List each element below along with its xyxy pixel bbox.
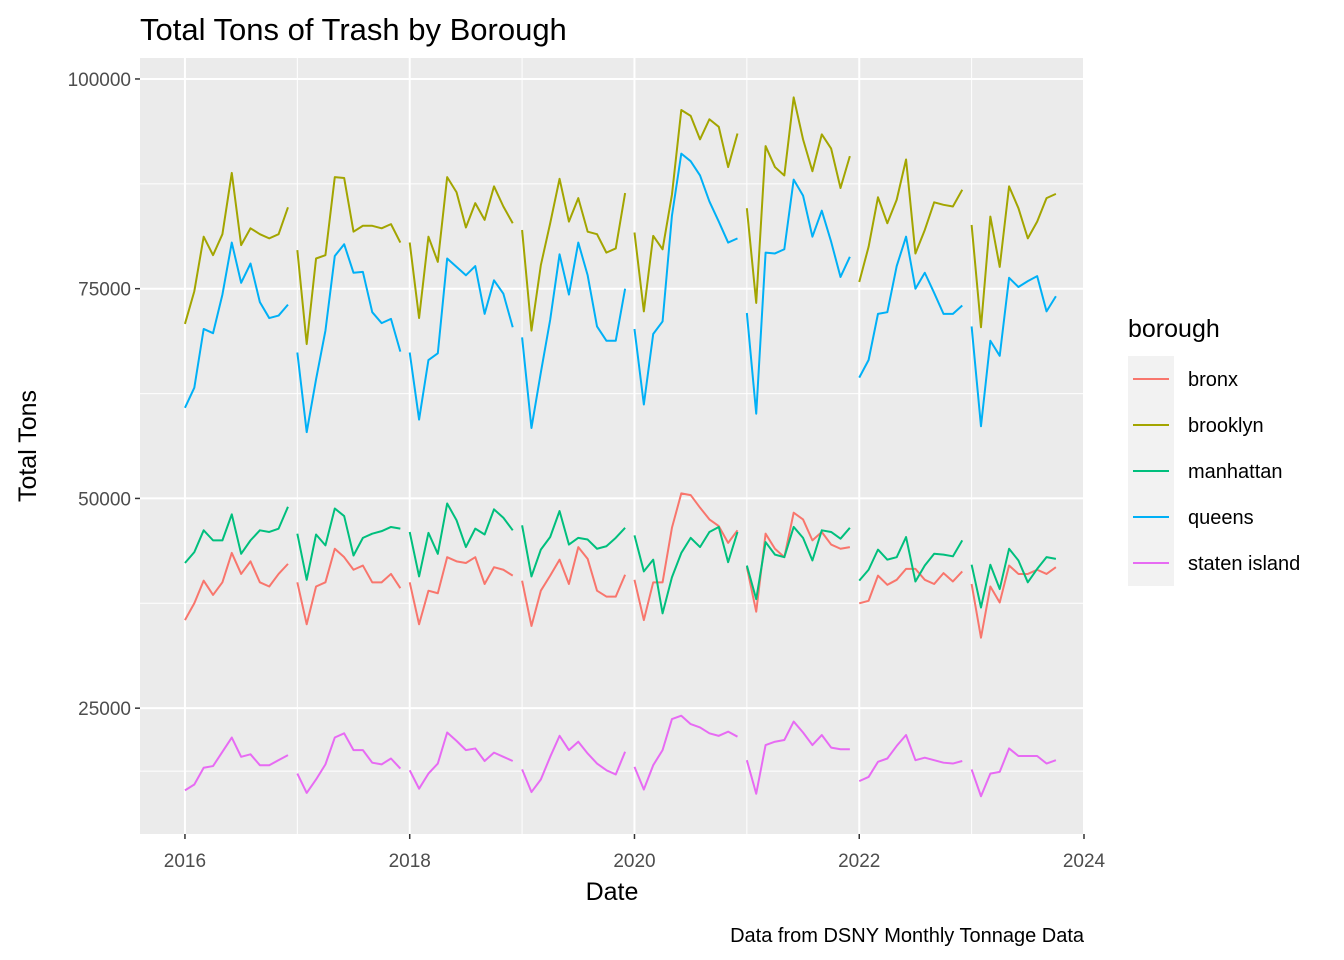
legend-title: borough <box>1128 315 1220 343</box>
x-tick-label: 2018 <box>389 851 431 872</box>
y-axis: 25000 50000 75000 100000 <box>68 70 140 720</box>
series-line-brooklyn-2018 <box>408 176 514 320</box>
y-tick-label: 75000 <box>78 280 131 301</box>
series-line-staten-island-2017 <box>296 732 402 794</box>
series-line-queens-2021 <box>745 178 851 415</box>
x-tick-label: 2016 <box>164 851 206 872</box>
chart-caption: Data from DSNY Monthly Tonnage Data <box>730 925 1085 947</box>
legend-label-staten-island: staten island <box>1188 553 1300 575</box>
series-line-brooklyn-2019 <box>521 177 627 332</box>
y-tick-label: 50000 <box>78 489 131 510</box>
x-axis-title: Date <box>586 878 639 906</box>
series-line-staten-island-2023 <box>970 747 1057 798</box>
series-line-bronx-2017 <box>296 547 402 626</box>
legend-label-bronx: bronx <box>1188 369 1238 391</box>
x-tick-label: 2024 <box>1063 851 1106 872</box>
x-tick-label: 2022 <box>838 851 880 872</box>
legend-label-queens: queens <box>1188 507 1254 529</box>
x-axis: 2016 2018 2020 2022 2024 <box>164 834 1106 872</box>
series-line-manhattan-2018 <box>408 502 514 578</box>
plot-panel <box>140 58 1084 834</box>
series-line-bronx-2023 <box>970 564 1057 639</box>
series-line-brooklyn-2020 <box>633 109 739 313</box>
series-line-brooklyn-2021 <box>745 96 851 304</box>
series-line-brooklyn-2022 <box>858 158 964 283</box>
y-axis-title: Total Tons <box>14 390 42 502</box>
series-line-staten-island-2020 <box>633 714 738 791</box>
series-line-manhattan-2020 <box>633 525 739 615</box>
series-line-queens-2023 <box>970 275 1057 428</box>
legend-label-brooklyn: brooklyn <box>1188 415 1264 437</box>
legend: borough bronx brooklyn manhattan queens stat… <box>1128 315 1300 586</box>
legend-label-manhattan: manhattan <box>1188 461 1283 483</box>
series-line-staten-island-2021 <box>745 720 850 795</box>
series-line-manhattan-2016 <box>184 506 289 564</box>
series-line-queens-2017 <box>296 243 402 434</box>
x-tick-label: 2020 <box>613 851 655 872</box>
series-line-staten-island-2018 <box>408 731 514 790</box>
series-line-queens-2020 <box>633 152 738 406</box>
series-line-queens-2018 <box>408 257 514 421</box>
series-line-bronx-2018 <box>408 556 514 626</box>
series-line-manhattan-2019 <box>521 510 626 578</box>
series-lines <box>183 96 1057 798</box>
series-line-brooklyn-2017 <box>296 176 402 346</box>
y-tick-label: 100000 <box>68 70 131 91</box>
series-line-manhattan-2021 <box>745 525 851 601</box>
grid-minor <box>140 58 1084 834</box>
series-line-queens-2016 <box>184 241 289 409</box>
y-tick-label: 25000 <box>78 699 131 720</box>
series-line-manhattan-2023 <box>970 547 1057 609</box>
series-line-brooklyn-2016 <box>183 171 289 325</box>
chart-title: Total Tons of Trash by Borough <box>140 12 567 47</box>
series-line-staten-island-2022 <box>858 734 963 783</box>
series-line-bronx-2019 <box>521 546 627 627</box>
series-line-bronx-2022 <box>858 567 963 605</box>
series-line-queens-2022 <box>858 235 963 379</box>
series-line-manhattan-2017 <box>296 507 401 581</box>
series-line-bronx-2016 <box>184 551 289 621</box>
series-line-bronx-2020 <box>633 492 739 622</box>
series-line-manhattan-2022 <box>858 536 964 583</box>
grid-major <box>140 58 1085 834</box>
series-line-staten-island-2016 <box>184 736 289 792</box>
series-line-queens-2019 <box>521 241 627 429</box>
series-line-brooklyn-2023 <box>970 185 1057 329</box>
series-line-staten-island-2019 <box>521 734 627 794</box>
